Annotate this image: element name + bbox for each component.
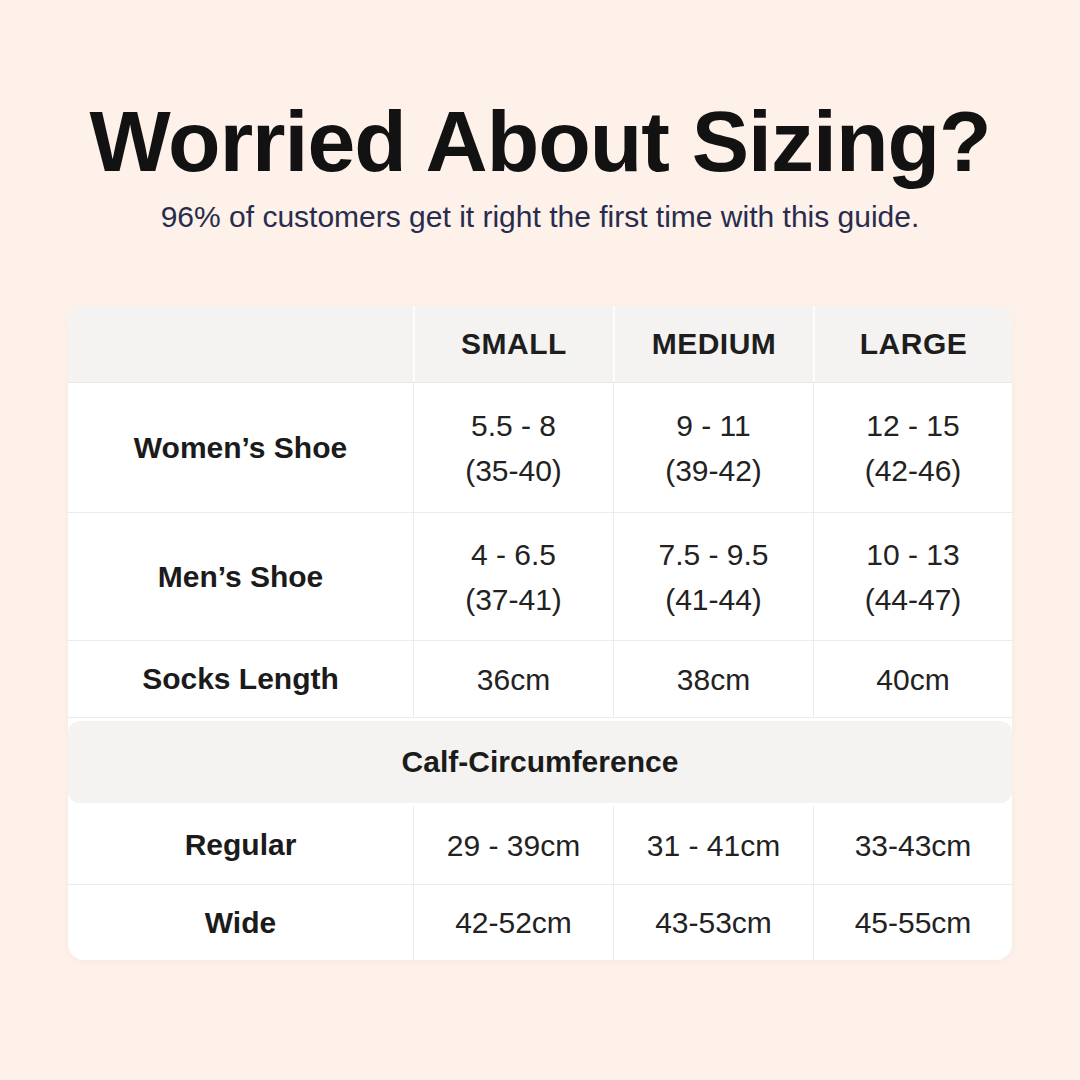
row-label-cell: Socks Length bbox=[68, 641, 413, 717]
calf-circumference-section-header: Calf-Circumference bbox=[68, 721, 1012, 803]
table-row-wide: Wide 42-52cm 43-53cm 45-55cm bbox=[68, 885, 1012, 960]
table-header-row: SMALL MEDIUM LARGE bbox=[68, 306, 1012, 383]
cell-value: 38cm bbox=[677, 657, 750, 702]
table-row-womens-shoe: Women’s Shoe 5.5 - 8 (35-40) 9 - 11 (39-… bbox=[68, 383, 1012, 513]
cell-value: 7.5 - 9.5 bbox=[658, 532, 768, 577]
cell-regular-large: 33-43cm bbox=[813, 806, 1012, 884]
cell-value: 43-53cm bbox=[655, 900, 772, 945]
cell-socks-length-small: 36cm bbox=[413, 641, 613, 717]
cell-value: 33-43cm bbox=[855, 823, 972, 868]
cell-value: 36cm bbox=[477, 657, 550, 702]
cell-subvalue: (42-46) bbox=[865, 448, 962, 493]
cell-value: 12 - 15 bbox=[866, 403, 959, 448]
cell-subvalue: (35-40) bbox=[465, 448, 562, 493]
table-row-mens-shoe: Men’s Shoe 4 - 6.5 (37-41) 7.5 - 9.5 (41… bbox=[68, 513, 1012, 641]
cell-value: 45-55cm bbox=[855, 900, 972, 945]
section-header-label: Calf-Circumference bbox=[402, 745, 679, 779]
page-subtitle: 96% of customers get it right the first … bbox=[0, 200, 1080, 234]
cell-subvalue: (44-47) bbox=[865, 577, 962, 622]
row-label: Regular bbox=[185, 828, 297, 862]
row-label: Men’s Shoe bbox=[158, 560, 324, 594]
cell-subvalue: (37-41) bbox=[465, 577, 562, 622]
cell-socks-length-large: 40cm bbox=[813, 641, 1012, 717]
cell-value: 10 - 13 bbox=[866, 532, 959, 577]
cell-wide-medium: 43-53cm bbox=[613, 885, 813, 960]
page-title: Worried About Sizing? bbox=[0, 96, 1080, 186]
cell-womens-shoe-large: 12 - 15 (42-46) bbox=[813, 383, 1012, 512]
cell-socks-length-medium: 38cm bbox=[613, 641, 813, 717]
cell-regular-medium: 31 - 41cm bbox=[613, 806, 813, 884]
column-header-large: LARGE bbox=[813, 306, 1012, 382]
page-header: Worried About Sizing? 96% of customers g… bbox=[0, 0, 1080, 234]
cell-value: 9 - 11 bbox=[676, 403, 751, 448]
row-label-cell: Women’s Shoe bbox=[68, 383, 413, 512]
cell-mens-shoe-large: 10 - 13 (44-47) bbox=[813, 513, 1012, 640]
cell-value: 40cm bbox=[876, 657, 949, 702]
cell-wide-small: 42-52cm bbox=[413, 885, 613, 960]
size-table: SMALL MEDIUM LARGE Women’s Shoe 5.5 - 8 … bbox=[68, 306, 1012, 960]
row-label: Wide bbox=[205, 906, 276, 940]
sizing-guide-page: Worried About Sizing? 96% of customers g… bbox=[0, 0, 1080, 1080]
column-header-small: SMALL bbox=[413, 306, 613, 382]
cell-wide-large: 45-55cm bbox=[813, 885, 1012, 960]
table-row-regular: Regular 29 - 39cm 31 - 41cm 33-43cm bbox=[68, 806, 1012, 885]
cell-womens-shoe-medium: 9 - 11 (39-42) bbox=[613, 383, 813, 512]
corner-cell bbox=[68, 306, 413, 382]
table-row-socks-length: Socks Length 36cm 38cm 40cm bbox=[68, 641, 1012, 718]
cell-subvalue: (39-42) bbox=[665, 448, 762, 493]
cell-value: 4 - 6.5 bbox=[471, 532, 556, 577]
row-label: Socks Length bbox=[142, 662, 339, 696]
cell-mens-shoe-medium: 7.5 - 9.5 (41-44) bbox=[613, 513, 813, 640]
column-header-label: LARGE bbox=[860, 327, 968, 361]
row-label-cell: Men’s Shoe bbox=[68, 513, 413, 640]
cell-value: 31 - 41cm bbox=[647, 823, 780, 868]
column-header-label: MEDIUM bbox=[652, 327, 777, 361]
cell-value: 42-52cm bbox=[455, 900, 572, 945]
cell-regular-small: 29 - 39cm bbox=[413, 806, 613, 884]
column-header-medium: MEDIUM bbox=[613, 306, 813, 382]
cell-mens-shoe-small: 4 - 6.5 (37-41) bbox=[413, 513, 613, 640]
row-label-cell: Regular bbox=[68, 806, 413, 884]
row-label: Women’s Shoe bbox=[134, 431, 347, 465]
cell-womens-shoe-small: 5.5 - 8 (35-40) bbox=[413, 383, 613, 512]
row-label-cell: Wide bbox=[68, 885, 413, 960]
cell-subvalue: (41-44) bbox=[665, 577, 762, 622]
cell-value: 5.5 - 8 bbox=[471, 403, 556, 448]
cell-value: 29 - 39cm bbox=[447, 823, 580, 868]
column-header-label: SMALL bbox=[461, 327, 567, 361]
